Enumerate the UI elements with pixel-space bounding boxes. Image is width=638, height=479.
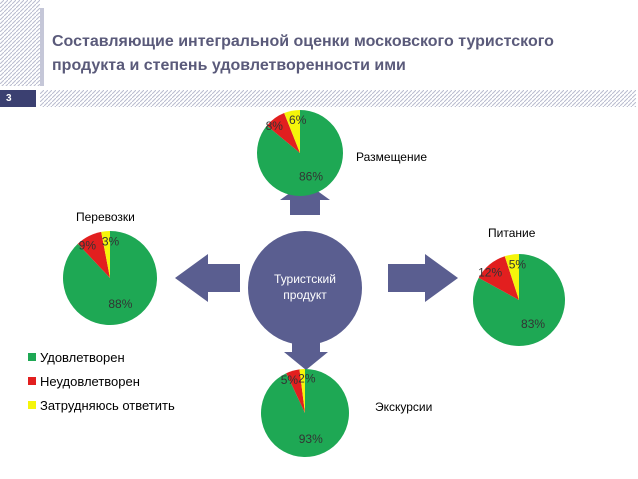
pie-label-accommodation-undecided: 6% — [289, 113, 307, 127]
pie-slice-food-unsatisfied — [478, 256, 519, 300]
pie-label-food-undecided: 5% — [509, 258, 527, 272]
pie-label-transport-unsatisfied: 9% — [79, 238, 97, 252]
arrow-down-icon — [284, 342, 328, 370]
arrow-left-icon — [175, 254, 240, 302]
legend-label-satisfied: Удовлетворен — [40, 349, 125, 365]
legend-item-undecided: Затрудняюсь ответить — [28, 393, 175, 417]
title-decoration — [0, 0, 40, 86]
pie-slice-accommodation-undecided — [284, 110, 300, 153]
pie-food: 83% 12% 5% — [473, 254, 566, 346]
chart-title-excursions: Экскурсии — [375, 400, 432, 414]
pie-slice-transport-unsatisfied — [77, 231, 110, 278]
pie-label-transport-undecided: 3% — [102, 235, 120, 249]
arrow-right-icon — [388, 254, 458, 302]
pie-slice-excursions-unsatisfied — [286, 369, 305, 413]
pie-slice-food-undecided — [504, 254, 519, 300]
legend: Удовлетворен Неудовлетворен Затрудняюсь … — [28, 345, 175, 417]
slide-title: Составляющие интегральной оценки московс… — [52, 33, 554, 74]
pie-label-transport-satisfied: 88% — [108, 297, 132, 311]
chart-title-accommodation: Размещение — [356, 150, 427, 164]
pie-label-excursions-undecided: 2% — [298, 372, 316, 386]
pie-label-food-unsatisfied: 12% — [478, 265, 502, 279]
center-label-line1: Туристский — [274, 272, 336, 286]
arrow-up-icon — [280, 182, 330, 215]
pie-label-excursions-satisfied: 93% — [299, 432, 323, 446]
pie-slice-accommodation-satisfied — [256, 110, 343, 197]
legend-label-unsatisfied: Неудовлетворен — [40, 373, 140, 389]
legend-swatch-unsatisfied — [28, 377, 36, 385]
title-divider — [40, 8, 44, 86]
slide-number: 3 — [0, 90, 36, 107]
center-circle — [248, 231, 362, 345]
legend-item-unsatisfied: Неудовлетворен — [28, 369, 175, 393]
pie-transport: 88% 9% 3% — [62, 231, 157, 325]
pie-slice-transport-undecided — [101, 231, 110, 278]
pie-excursions: 93% 5% 2% — [261, 369, 349, 458]
legend-label-undecided: Затрудняюсь ответить — [40, 397, 175, 413]
legend-swatch-satisfied — [28, 353, 36, 361]
chart-title-transport: Перевозки — [76, 210, 135, 224]
pie-label-food-satisfied: 83% — [521, 317, 545, 331]
legend-swatch-undecided — [28, 401, 36, 409]
legend-item-satisfied: Удовлетворен — [28, 345, 175, 369]
pie-label-excursions-unsatisfied: 5% — [281, 373, 299, 387]
pie-label-accommodation-unsatisfied: 8% — [266, 119, 284, 133]
chart-title-food: Питание — [488, 226, 536, 240]
pie-slice-excursions-undecided — [299, 369, 305, 413]
pie-accommodation: 86% 8% 6% — [256, 110, 343, 197]
center-label-line2: продукт — [283, 288, 327, 302]
pie-label-accommodation-satisfied: 86% — [299, 169, 323, 183]
pie-slice-food-satisfied — [473, 254, 566, 346]
header-hatch-bar — [40, 90, 636, 107]
pie-slice-accommodation-unsatisfied — [266, 113, 300, 153]
